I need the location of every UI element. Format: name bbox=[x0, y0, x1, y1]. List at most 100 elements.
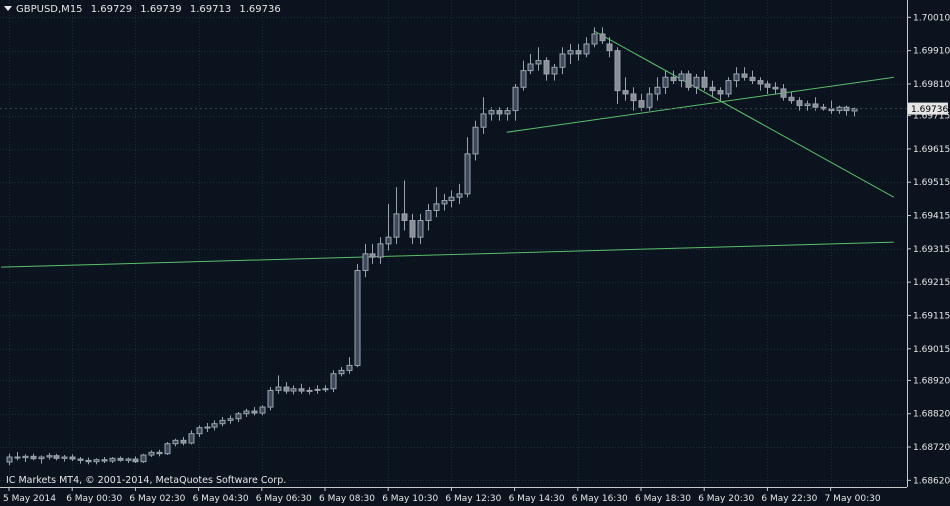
candles bbox=[6, 27, 858, 466]
current-price-tag: 1.69736 bbox=[0, 102, 948, 115]
candle-body bbox=[22, 455, 29, 459]
candle-body bbox=[156, 451, 163, 455]
candle bbox=[512, 83, 519, 121]
candle bbox=[433, 187, 440, 218]
candle bbox=[583, 37, 590, 58]
candle-body bbox=[670, 76, 677, 82]
candle bbox=[14, 452, 21, 461]
candle-body bbox=[211, 423, 218, 428]
price-tick-label: 1.69415 bbox=[913, 212, 950, 222]
price-tick-label: 1.69115 bbox=[913, 311, 950, 321]
candle-body bbox=[480, 113, 487, 128]
candle-body bbox=[93, 459, 100, 463]
candle-body bbox=[290, 388, 297, 392]
candle bbox=[717, 87, 724, 101]
price-tick-label: 1.69215 bbox=[913, 278, 950, 288]
candle bbox=[749, 70, 756, 84]
candle-body bbox=[828, 108, 835, 112]
chevron-down-icon[interactable] bbox=[4, 6, 12, 11]
candle-body bbox=[275, 386, 282, 391]
candle bbox=[283, 382, 290, 394]
candle bbox=[843, 105, 850, 116]
candle bbox=[441, 193, 448, 211]
candle bbox=[259, 405, 266, 416]
candle bbox=[251, 407, 258, 416]
candle-body bbox=[109, 457, 116, 462]
candle-body bbox=[638, 100, 645, 108]
trendlines[interactable] bbox=[1, 30, 895, 268]
candle bbox=[204, 423, 211, 433]
candle bbox=[488, 107, 495, 121]
candle bbox=[30, 453, 37, 461]
candle-body bbox=[322, 388, 329, 391]
candle-body bbox=[46, 455, 53, 458]
candle-body bbox=[780, 88, 787, 98]
time-axis: 5 May 2014 6 May 00:30 6 May 02:30 6 May 04… bbox=[3, 487, 881, 504]
candle bbox=[69, 454, 76, 462]
candle-body bbox=[85, 459, 92, 463]
candle bbox=[614, 47, 621, 104]
candle-body bbox=[812, 103, 819, 108]
candle bbox=[46, 453, 53, 460]
candle-body bbox=[504, 110, 511, 115]
candle-body bbox=[53, 455, 60, 459]
candle bbox=[117, 456, 124, 462]
candle-body bbox=[385, 236, 392, 245]
candle bbox=[551, 63, 558, 81]
candle bbox=[567, 43, 574, 64]
candle bbox=[306, 387, 313, 395]
candle-body bbox=[575, 50, 582, 55]
candle-body bbox=[409, 220, 416, 238]
candle bbox=[527, 53, 534, 74]
candle-body bbox=[69, 456, 76, 460]
candle-body bbox=[338, 369, 345, 375]
time-tick-label: 6 May 20:30 bbox=[698, 494, 754, 504]
candle-body bbox=[77, 458, 84, 461]
time-tick-label: 6 May 12:30 bbox=[445, 494, 501, 504]
candle bbox=[369, 243, 376, 264]
price-tick-label: 1.69910 bbox=[913, 47, 950, 57]
candle-body bbox=[283, 386, 290, 392]
candle-body bbox=[464, 153, 471, 195]
trendline[interactable] bbox=[506, 76, 894, 133]
trendline[interactable] bbox=[593, 30, 895, 198]
candle bbox=[298, 383, 305, 394]
candle bbox=[741, 67, 748, 81]
candle-body bbox=[804, 103, 811, 107]
time-tick-label: 5 May 2014 bbox=[3, 494, 56, 504]
candle bbox=[685, 70, 692, 91]
candle-body bbox=[662, 76, 669, 88]
candle-body bbox=[559, 53, 566, 68]
candle bbox=[535, 47, 542, 71]
current-price-box bbox=[908, 102, 948, 115]
candle-body bbox=[267, 389, 274, 408]
time-tick-label: 6 May 00:30 bbox=[66, 494, 122, 504]
candle bbox=[101, 457, 108, 464]
candle bbox=[125, 457, 132, 464]
candle bbox=[409, 213, 416, 244]
candle-body bbox=[227, 418, 234, 421]
candle bbox=[330, 370, 337, 393]
candle-body bbox=[251, 410, 258, 414]
trendline[interactable] bbox=[1, 241, 894, 268]
candle bbox=[354, 263, 361, 368]
candle-body bbox=[377, 243, 384, 258]
candle bbox=[172, 438, 179, 447]
price-tick-label: 1.68620 bbox=[913, 476, 950, 486]
time-tick-label: 6 May 06:30 bbox=[256, 494, 312, 504]
candle bbox=[851, 107, 858, 117]
candle-body bbox=[543, 60, 550, 75]
candle-body bbox=[306, 389, 313, 392]
candle bbox=[662, 70, 669, 94]
candle-body bbox=[441, 200, 448, 205]
candle bbox=[725, 77, 732, 98]
price-tick-label: 1.69810 bbox=[913, 80, 950, 90]
candle-body bbox=[140, 454, 147, 463]
candle bbox=[346, 357, 353, 374]
candle-body bbox=[678, 73, 685, 82]
candle bbox=[377, 237, 384, 264]
candle bbox=[6, 453, 13, 466]
candle-body bbox=[749, 76, 756, 82]
